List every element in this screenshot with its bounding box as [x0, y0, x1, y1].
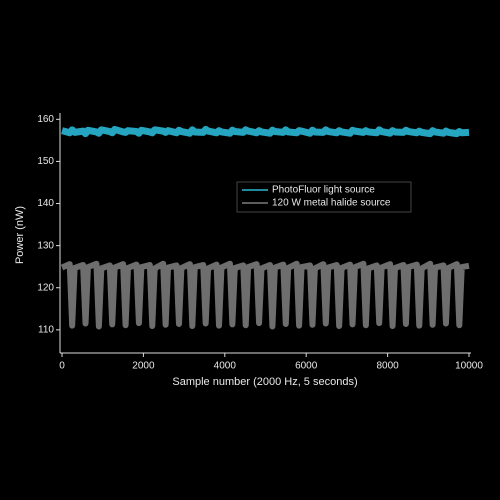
y-tick-label: 130: [37, 240, 54, 251]
series-line: [61, 125, 470, 138]
x-tick-label: 6000: [295, 361, 318, 372]
y-axis-label: Power (nW): [14, 206, 26, 264]
x-tick-label: 4000: [214, 361, 237, 372]
y-tick-label: 160: [37, 114, 54, 125]
y-tick-label: 140: [37, 198, 54, 209]
legend-box: [236, 181, 412, 213]
x-tick-label: 10000: [455, 361, 483, 372]
x-tick-label: 8000: [376, 361, 399, 372]
x-tick-label: 0: [59, 361, 65, 372]
y-tick-label: 110: [38, 324, 54, 335]
series-line: [60, 260, 470, 330]
y-tick-label: 120: [37, 282, 54, 293]
legend-label: PhotoFluor light source: [272, 185, 375, 196]
y-tick-label: 150: [37, 156, 54, 167]
x-axis-label: Sample number (2000 Hz, 5 seconds): [172, 376, 357, 388]
x-tick-label: 2000: [132, 361, 155, 372]
legend-label: 120 W metal halide source: [272, 198, 391, 209]
